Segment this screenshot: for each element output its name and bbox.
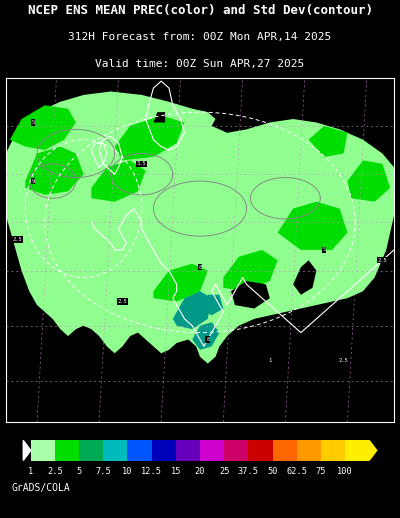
Bar [176,440,200,461]
Text: 2.5: 2.5 [118,299,127,304]
Polygon shape [348,161,390,202]
Text: GrADS/COLA: GrADS/COLA [12,483,71,494]
Text: 75: 75 [316,467,326,477]
Text: 312H Forecast from: 00Z Mon APR,14 2025: 312H Forecast from: 00Z Mon APR,14 2025 [68,32,332,41]
Bar [103,440,128,461]
Text: 2.5: 2.5 [339,357,348,363]
Polygon shape [293,260,316,295]
Text: 37.5: 37.5 [238,467,259,477]
Text: 15: 15 [170,467,181,477]
Polygon shape [154,112,165,122]
Text: 1: 1 [268,357,272,363]
Polygon shape [278,202,348,250]
Text: 25: 25 [219,467,230,477]
Text: 2.5: 2.5 [13,237,22,242]
Text: 5: 5 [32,120,35,125]
Text: 5: 5 [322,248,326,252]
Bar [297,440,321,461]
Bar [272,440,297,461]
Text: 3.5: 3.5 [137,161,147,166]
Polygon shape [309,126,348,157]
Polygon shape [154,264,208,301]
Text: 8: 8 [198,265,202,270]
Bar [55,440,79,461]
Bar [200,440,224,461]
Text: 5: 5 [76,467,82,477]
Polygon shape [369,440,377,461]
Polygon shape [6,92,394,364]
Bar [345,440,369,461]
Text: 7.5: 7.5 [96,467,111,477]
Polygon shape [91,161,146,202]
Polygon shape [192,322,219,350]
Bar [152,440,176,461]
Bar [224,440,248,461]
Polygon shape [231,281,270,309]
Bar [248,440,272,461]
Text: 20: 20 [195,467,205,477]
Polygon shape [223,250,278,291]
Bar [31,440,55,461]
Text: 8: 8 [206,337,209,342]
Text: NCEP ENS MEAN PREC(color) and Std Dev(contour): NCEP ENS MEAN PREC(color) and Std Dev(co… [28,4,372,17]
Text: 2.5: 2.5 [47,467,63,477]
Text: 10: 10 [122,467,133,477]
Polygon shape [26,147,84,195]
Text: 62.5: 62.5 [286,467,307,477]
Text: 100: 100 [337,467,353,477]
Polygon shape [10,105,76,150]
Text: 2.5: 2.5 [378,258,387,263]
Bar [79,440,103,461]
Bar [128,440,152,461]
Bar [321,440,345,461]
Text: 12.5: 12.5 [141,467,162,477]
Polygon shape [115,116,184,161]
Text: Valid time: 00Z Sun APR,27 2025: Valid time: 00Z Sun APR,27 2025 [95,59,305,68]
Text: 9: 9 [32,179,35,183]
Polygon shape [173,291,212,329]
Polygon shape [23,440,31,461]
Text: 50: 50 [267,467,278,477]
Text: 1: 1 [28,467,34,477]
Polygon shape [200,295,223,315]
